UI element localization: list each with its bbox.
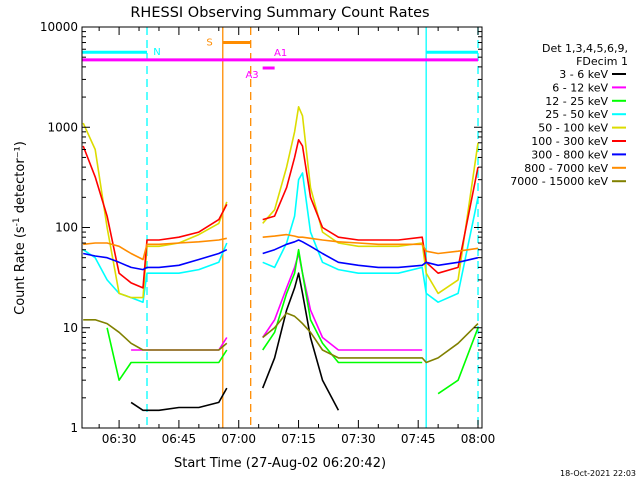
series-lines [82, 106, 479, 412]
legend-label-8: 7000 - 15000 keV [510, 175, 608, 188]
legend-label-1: 6 - 12 keV [552, 81, 608, 94]
x-axis-title: Start Time (27-Aug-02 06:20:42) [174, 456, 386, 471]
y-tick-label-3: 1000 [47, 120, 78, 134]
x-tick-label-4: 07:30 [341, 432, 376, 446]
legend-label-5: 100 - 300 keV [531, 135, 608, 148]
y-tick-label-4: 10000 [40, 20, 78, 34]
flag-bars: N S A1 A3 [82, 38, 479, 81]
flag-label-a3: A3 [245, 70, 258, 81]
plot-area [146, 27, 479, 428]
flag-label-n: N [153, 47, 160, 58]
y-tick-label-0: 1 [70, 421, 78, 435]
y-tick-label-2: 100 [55, 221, 78, 235]
x-tick-label-1: 06:45 [162, 432, 197, 446]
x-tick-label-0: 06:30 [102, 432, 137, 446]
series-line-7 [83, 233, 479, 261]
series-line-2 [106, 248, 479, 395]
legend-header-0: Det 1,3,4,5,6,9, [542, 42, 628, 55]
series-line-8 [83, 312, 479, 364]
x-tick-label-2: 07:00 [221, 432, 256, 446]
legend-label-0: 3 - 6 keV [559, 68, 608, 81]
series-line-0 [130, 272, 340, 412]
flag-label-a1: A1 [274, 48, 287, 59]
legend-label-2: 12 - 25 keV [545, 95, 608, 108]
plot-frame [81, 26, 483, 429]
series-line-6 [83, 239, 479, 271]
legend-header-1: FDecim 1 [576, 55, 628, 68]
legend-label-7: 800 - 7000 keV [524, 162, 608, 175]
series-line-3 [82, 172, 479, 303]
x-tick-label-5: 07:45 [401, 432, 436, 446]
y-axis-title: Count Rate (s-1 detector⁻¹) [12, 141, 28, 315]
y-tick-label-1: 10 [63, 321, 78, 335]
date-stamp: 18-Oct-2021 22:03 [560, 469, 636, 478]
chart-title: RHESSI Observing Summary Count Rates [130, 5, 429, 21]
series-line-5 [82, 139, 479, 289]
flag-label-s: S [206, 38, 212, 49]
legend-label-6: 300 - 800 keV [531, 148, 608, 161]
legend-label-4: 50 - 100 keV [538, 122, 608, 135]
x-tick-label-6: 08:00 [461, 432, 496, 446]
legend-label-3: 25 - 50 keV [545, 108, 608, 121]
axes: 06:30 06:45 07:00 07:15 07:30 07:45 08:00 1 10 10… [40, 20, 495, 446]
x-tick-label-3: 07:15 [281, 432, 316, 446]
